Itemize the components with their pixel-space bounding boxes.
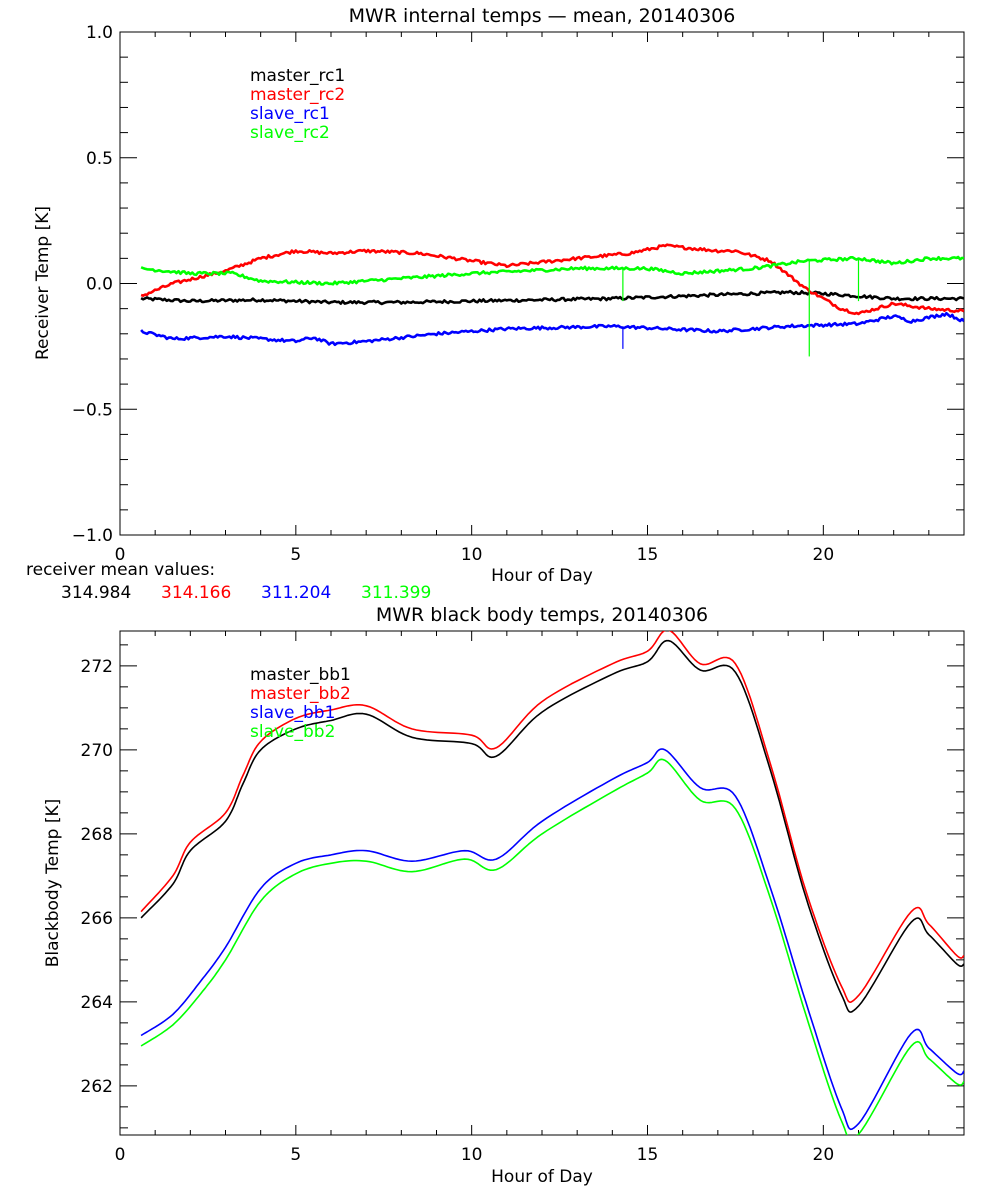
y-tick-label: 0.5 [86, 149, 113, 169]
x-tick-label: 20 [813, 1145, 835, 1165]
x-tick-label: 20 [813, 545, 835, 565]
series-layer [140, 631, 964, 1135]
legend: master_bb1 master_bb2 slave_bb1 slave_bb… [250, 665, 351, 742]
legend-slave-bb2: slave_bb2 [250, 722, 335, 742]
y-axis-label: Receiver Temp [K] [33, 206, 53, 360]
series-line-slave-bb1 [140, 748, 964, 1131]
x-tick-label: 10 [461, 1145, 483, 1165]
y-tick-label: 0.0 [86, 275, 113, 295]
series-line-master-bb1 [140, 639, 964, 1013]
receiver-mean-value-slave-rc1: 311.204 [261, 583, 331, 603]
legend-slave-rc2: slave_rc2 [250, 123, 330, 143]
series-layer [140, 243, 964, 357]
legend-master-bb1: master_bb1 [250, 665, 351, 685]
x-axis-label: Hour of Day [491, 1167, 593, 1187]
y-tick-label: 270 [81, 741, 113, 761]
legend: master_rc1 master_rc2 slave_rc1 slave_rc… [250, 66, 345, 143]
x-tick-label: 5 [290, 1145, 301, 1165]
y-tick-label: −0.5 [72, 400, 113, 420]
receiver-temp-chart: MWR internal temps — mean, 20140306 0 5 10… [26, 5, 965, 603]
receiver-mean-value-master-rc2: 314.166 [161, 583, 231, 603]
x-tick-label: 5 [290, 545, 301, 565]
x-tick-label: 15 [637, 545, 659, 565]
receiver-mean-value-master-rc1: 314.984 [61, 583, 131, 603]
y-axis-label: Blackbody Temp [K] [43, 799, 63, 968]
y-tick-label: 266 [81, 909, 113, 929]
y-tick-label: 268 [81, 825, 113, 845]
y-tick-label: −1.0 [72, 526, 113, 546]
x-tick-label: 0 [115, 1145, 126, 1165]
legend-master-rc1: master_rc1 [250, 66, 345, 86]
y-tick-label: 262 [81, 1077, 113, 1097]
x-tick-label: 0 [115, 545, 126, 565]
y-tick-label: 272 [81, 657, 113, 677]
legend-master-rc2: master_rc2 [250, 85, 345, 105]
series-line-master-rc2 [140, 243, 964, 316]
y-tick-label: 264 [81, 993, 113, 1013]
series-line-master-rc1 [140, 289, 964, 306]
chart-title: MWR black body temps, 20140306 [376, 604, 708, 626]
axes: 0 5 10 15 20 262 264 266 268 270 272 [81, 630, 965, 1165]
x-tick-label: 15 [637, 1145, 659, 1165]
series-line-slave-rc1 [140, 311, 964, 347]
series-line-slave-rc2 [140, 255, 964, 286]
series-line-master-bb2 [140, 631, 964, 1003]
x-tick-label: 10 [461, 545, 483, 565]
legend-master-bb2: master_bb2 [250, 684, 351, 704]
receiver-mean-label: receiver mean values: [26, 560, 215, 580]
x-axis-label: Hour of Day [491, 566, 593, 586]
blackbody-temp-chart: MWR black body temps, 20140306 0 5 10 15 20 2… [43, 604, 965, 1187]
receiver-mean-value-slave-rc2: 311.399 [361, 583, 431, 603]
legend-slave-bb1: slave_bb1 [250, 703, 335, 723]
series-line-slave-bb2 [140, 758, 964, 1135]
chart-title: MWR internal temps — mean, 20140306 [349, 5, 736, 27]
legend-slave-rc1: slave_rc1 [250, 104, 330, 124]
y-tick-label: 1.0 [86, 23, 113, 43]
axes: 0 5 10 15 20 −1.0 −0.5 0.0 0.5 1.0 [72, 23, 965, 565]
receiver-mean-annotation: receiver mean values: 314.984 314.166 31… [26, 560, 431, 603]
